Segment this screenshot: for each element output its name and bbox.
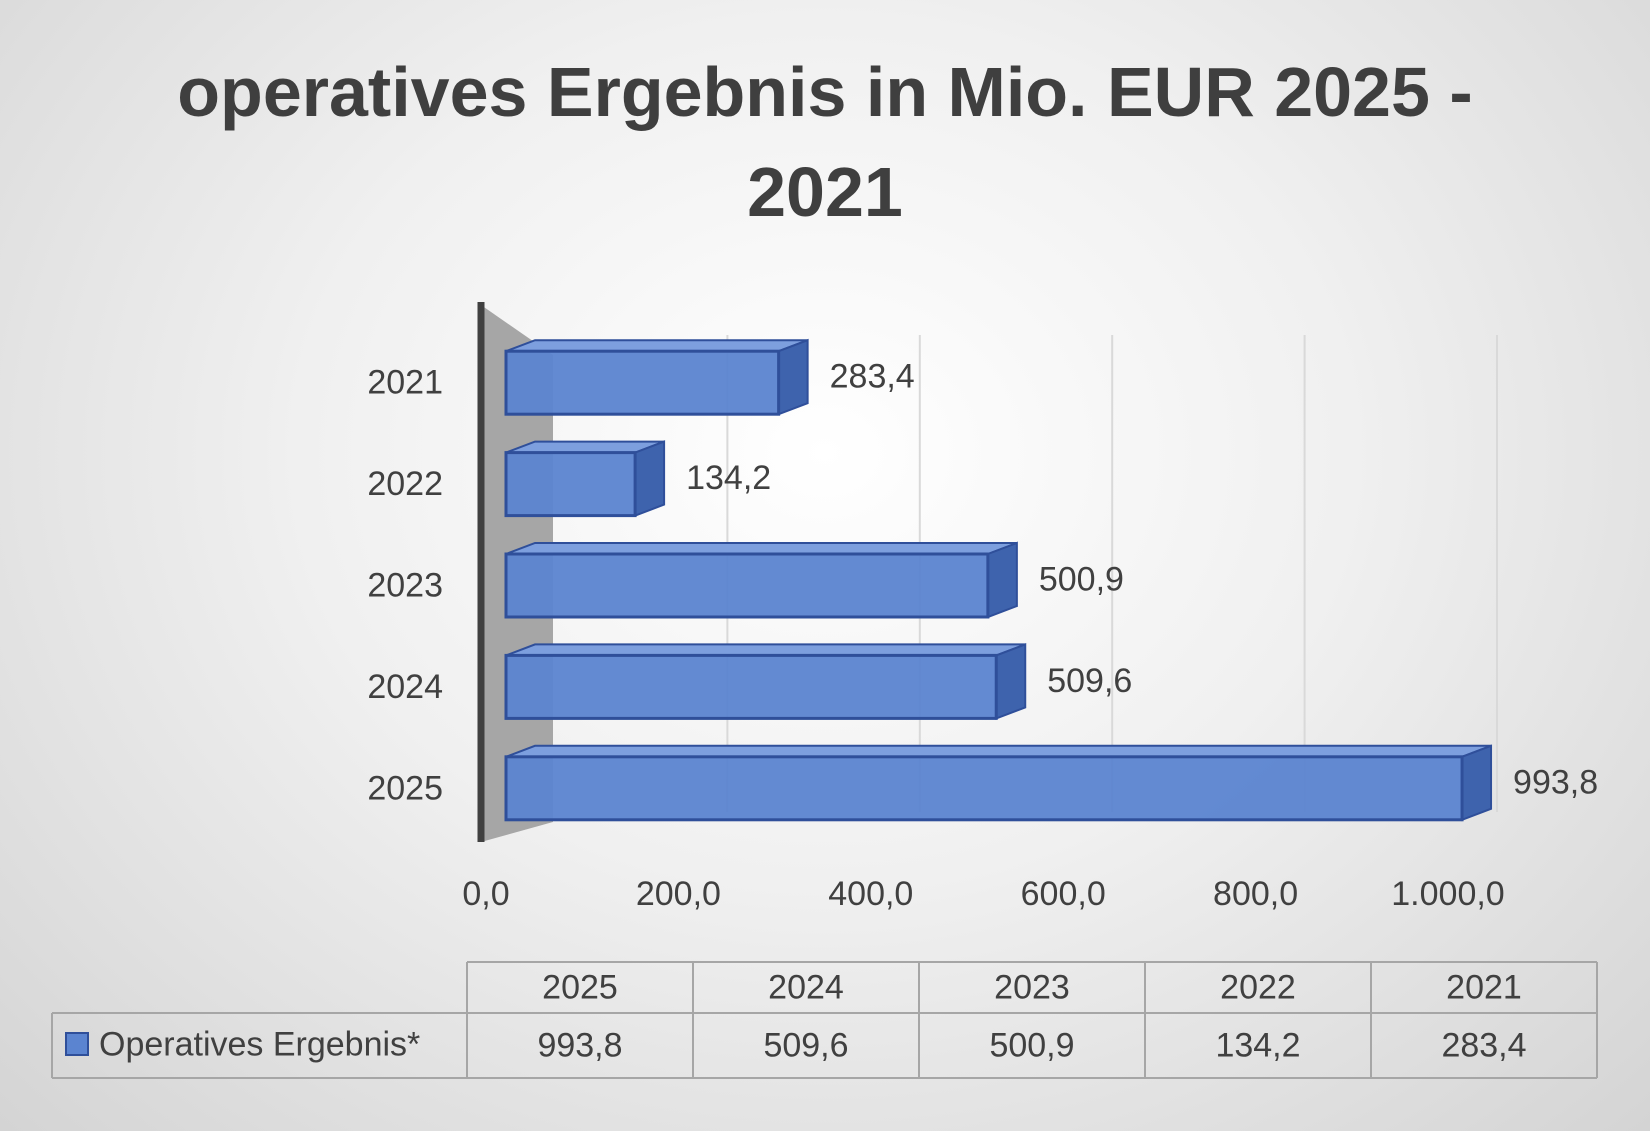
bar-side xyxy=(777,338,809,416)
bar-top xyxy=(505,339,808,353)
y-tick-label: 2025 xyxy=(367,769,443,807)
y-tick-label: 2021 xyxy=(367,364,443,402)
table-header: 2022 xyxy=(1220,968,1296,1006)
bar-side xyxy=(1461,744,1493,822)
table-value: 509,6 xyxy=(763,1026,848,1064)
bar-top xyxy=(505,643,1026,657)
data-label: 993,8 xyxy=(1513,763,1598,801)
bar xyxy=(504,755,1464,822)
bar-side xyxy=(995,642,1027,720)
bar xyxy=(504,349,781,416)
table-header: 2024 xyxy=(768,968,844,1006)
y-tick-label: 2023 xyxy=(367,566,443,604)
y-tick-label: 2022 xyxy=(367,465,443,503)
bar-top xyxy=(505,744,1492,758)
x-tick-label: 0,0 xyxy=(462,875,509,913)
x-tick-label: 600,0 xyxy=(1021,875,1106,913)
table-header: 2023 xyxy=(994,968,1070,1006)
bar xyxy=(504,451,637,518)
table-value: 283,4 xyxy=(1441,1026,1526,1064)
x-tick-label: 1.000,0 xyxy=(1391,875,1504,913)
bar-top xyxy=(505,542,1018,555)
x-tick-label: 400,0 xyxy=(828,875,913,913)
bar xyxy=(504,653,998,720)
data-label: 283,4 xyxy=(830,358,915,396)
table-value: 500,9 xyxy=(989,1026,1074,1064)
data-label: 509,6 xyxy=(1047,662,1132,700)
legend-swatch xyxy=(65,1032,89,1056)
bar-side xyxy=(634,440,666,518)
table-header: 2021 xyxy=(1446,968,1522,1006)
data-label: 134,2 xyxy=(686,459,771,497)
table-value: 993,8 xyxy=(537,1026,622,1064)
x-tick-label: 200,0 xyxy=(636,875,721,913)
table-header: 2025 xyxy=(542,968,618,1006)
y-tick-label: 2024 xyxy=(367,668,443,706)
data-label: 500,9 xyxy=(1039,560,1124,598)
bar xyxy=(504,552,990,619)
chart-title: operatives Ergebnis in Mio. EUR 2025 - 2… xyxy=(177,53,1473,231)
legend-label: Operatives Ergebnis* xyxy=(99,1025,420,1063)
bar-side xyxy=(986,541,1018,619)
table-value: 134,2 xyxy=(1215,1026,1300,1064)
x-tick-label: 800,0 xyxy=(1213,875,1298,913)
